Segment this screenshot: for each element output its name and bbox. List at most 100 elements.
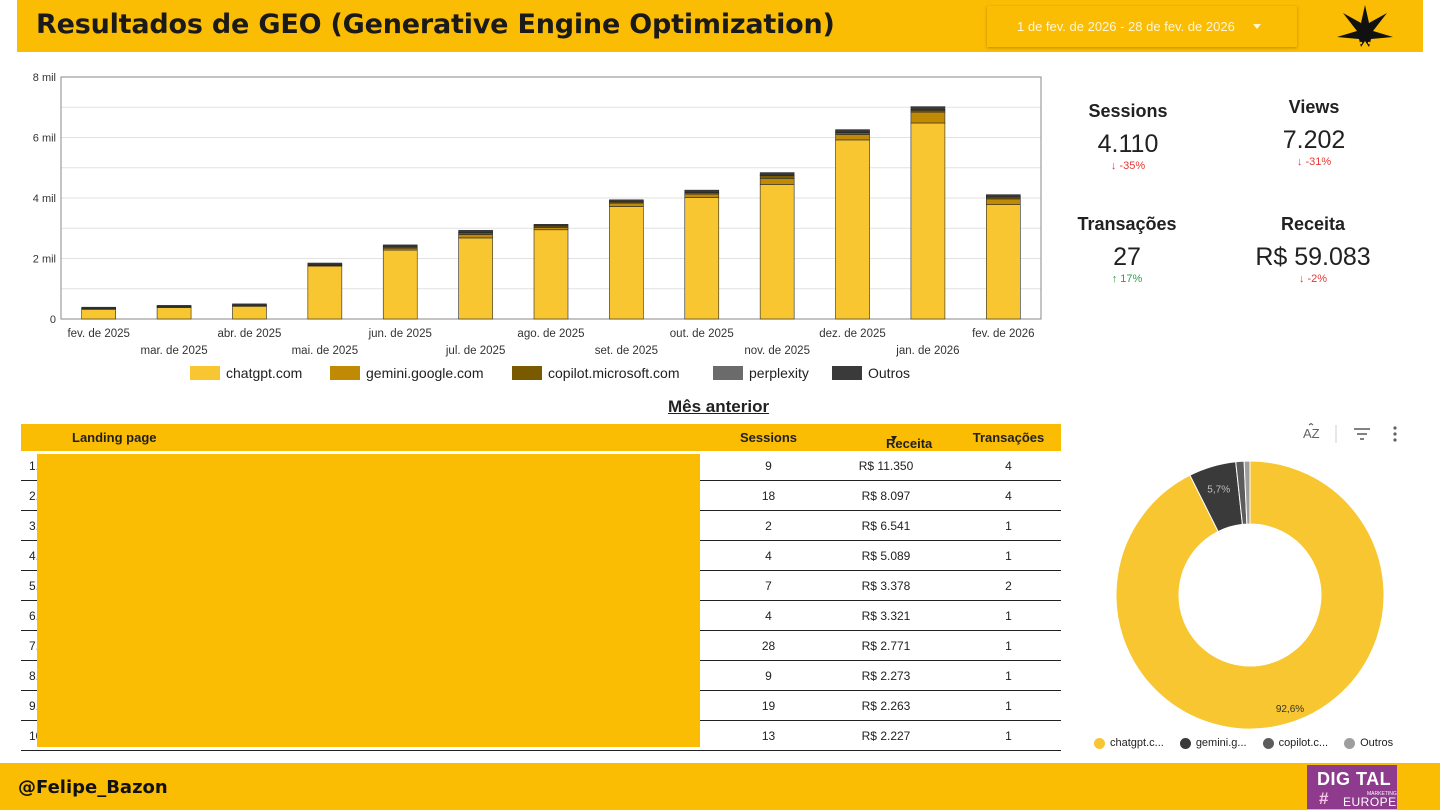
kpi-sessions-value: 4.110 xyxy=(1097,130,1159,158)
redacted-landing-pages xyxy=(37,454,700,747)
logo-line-2: MARKETING xyxy=(1367,791,1397,797)
author-handle: @Felipe_Bazon xyxy=(18,777,168,798)
donut-legend-item: gemini.g... xyxy=(1179,737,1247,749)
bar-segment-outros xyxy=(458,230,493,233)
donut-legend-item: copilot.c... xyxy=(1262,737,1328,749)
row-transacoes: 1 xyxy=(1005,549,1012,563)
bar-segment-outros xyxy=(835,129,870,133)
page-title: Resultados de GEO (Generative Engine Opt… xyxy=(36,9,835,40)
row-transacoes: 1 xyxy=(1005,609,1012,623)
donut-slice[interactable] xyxy=(1115,460,1385,730)
logo-line-3: EUROPE xyxy=(1343,795,1397,809)
kpi-receita: Receita R$ 59.083 ↓ -2% xyxy=(1233,214,1393,285)
donut-slice-label: 5,7% xyxy=(1207,485,1230,496)
kpi-sessions: Sessions 4.110 ↓ -35% xyxy=(1048,101,1208,172)
source-share-donut-chart: 92,6% 5,7% xyxy=(1115,460,1385,730)
x-tick-label: mar. de 2025 xyxy=(141,345,208,357)
legend-dot-icon xyxy=(1179,737,1191,749)
legend-dot-icon xyxy=(1344,737,1356,749)
row-transacoes: 1 xyxy=(1005,639,1012,653)
row-sessions: 19 xyxy=(761,699,776,713)
column-header-transacoes[interactable]: Transações xyxy=(972,430,1045,445)
row-index: 8. xyxy=(29,669,40,683)
donut-legend-item: Outros xyxy=(1344,737,1393,749)
row-receita: R$ 5.089 xyxy=(861,549,911,563)
kpi-views: Views 7.202 ↓ -31% xyxy=(1234,97,1394,168)
row-index: 6. xyxy=(29,609,40,623)
donut-slice-label: 92,6% xyxy=(1276,704,1304,715)
bar-segment-chatgpt-com xyxy=(910,122,946,320)
row-receita: R$ 2.771 xyxy=(861,639,911,653)
sort-az-label: AZ xyxy=(1303,426,1320,441)
x-tick-label: nov. de 2025 xyxy=(744,345,810,357)
legend-swatch xyxy=(512,366,542,380)
donut-legend-label: gemini.g... xyxy=(1195,737,1247,749)
kpi-transacoes-delta: ↑ 17% xyxy=(1047,273,1207,285)
row-receita: R$ 11.350 xyxy=(858,459,914,473)
date-range-value: 1 de fev. de 2026 - 28 de fev. de 2026 xyxy=(1017,19,1235,34)
table-header: Landing page Sessions Receita Transações xyxy=(21,424,1061,451)
sort-descending-icon xyxy=(891,436,897,441)
column-header-sessions[interactable]: Sessions xyxy=(739,430,798,445)
x-tick-label: dez. de 2025 xyxy=(819,328,886,340)
date-range-picker[interactable]: 1 de fev. de 2026 - 28 de fev. de 2026 xyxy=(987,6,1297,47)
bar-segment-outros xyxy=(684,189,720,193)
x-tick-label: ago. de 2025 xyxy=(517,328,584,340)
legend-swatch xyxy=(330,366,360,380)
legend-dot-icon xyxy=(1262,737,1274,749)
column-header-receita-label: Receita xyxy=(886,436,933,451)
row-sessions: 4 xyxy=(765,549,772,563)
kpi-views-delta: ↓ -31% xyxy=(1234,156,1394,168)
row-sessions: 9 xyxy=(765,459,772,473)
kpi-receita-label: Receita xyxy=(1280,214,1346,234)
legend-label: copilot.microsoft.com xyxy=(548,365,679,381)
row-sessions: 13 xyxy=(761,729,776,743)
row-receita: R$ 6.541 xyxy=(861,519,911,533)
legend-swatch xyxy=(190,366,220,380)
bar-segment-chatgpt-com xyxy=(684,197,720,320)
bar-segment-chatgpt-com xyxy=(835,139,870,320)
bar-segment-outros xyxy=(759,172,795,176)
kpi-views-delta-value: -31% xyxy=(1305,156,1332,168)
donut-legend: chatgpt.c... gemini.g... copilot.c... Ou… xyxy=(1094,737,1393,749)
footer-bar: @Felipe_Bazon DIG TAL # MARKETING EUROPE xyxy=(0,763,1440,810)
sort-az-icon[interactable]: AZ xyxy=(1303,423,1320,442)
y-tick-label: 0 xyxy=(50,314,56,326)
bar-segment-outros xyxy=(609,199,644,202)
row-receita: R$ 2.227 xyxy=(861,729,911,743)
bar-segment-outros xyxy=(156,305,192,307)
more-vert-icon[interactable] xyxy=(1393,426,1397,442)
column-header-landing-page[interactable]: Landing page xyxy=(72,430,157,445)
x-tick-label: jan. de 2026 xyxy=(895,345,959,357)
header-bar: Resultados de GEO (Generative Engine Opt… xyxy=(17,0,1423,52)
row-transacoes: 4 xyxy=(1005,459,1012,473)
row-receita: R$ 3.378 xyxy=(861,579,911,593)
y-tick-label: 6 mil xyxy=(33,133,56,145)
bar-segment-gemini-google-com xyxy=(910,111,946,124)
bar-segment-chatgpt-com xyxy=(382,249,418,320)
sessions-by-source-bar-chart: 0 2 mil 4 mil 6 mil 8 mil fev. de 2025 mar. de… xyxy=(20,64,1050,390)
bar-segment-gemini-google-com xyxy=(986,198,1021,205)
row-receita: R$ 8.097 xyxy=(861,489,911,503)
row-index: 1. xyxy=(29,459,40,473)
legend-label: perplexity xyxy=(749,365,809,381)
kpi-sessions-delta-value: -35% xyxy=(1119,160,1146,172)
bar-segment-gemini-google-com xyxy=(759,178,795,185)
donut-slice[interactable] xyxy=(1243,460,1251,525)
bar-segment-outros xyxy=(910,106,946,110)
x-tick-label: abr. de 2025 xyxy=(217,328,281,340)
filter-icon[interactable] xyxy=(1354,428,1370,440)
cannabis-leaf-logo xyxy=(1337,5,1393,47)
row-index: 3. xyxy=(29,519,40,533)
bar-segment-chatgpt-com xyxy=(307,265,343,320)
kpi-receita-value: R$ 59.083 xyxy=(1255,243,1371,271)
donut-legend-item: chatgpt.c... xyxy=(1094,737,1164,749)
kpi-transacoes: Transações 27 ↑ 17% xyxy=(1047,214,1207,285)
kpi-views-label: Views xyxy=(1288,97,1340,117)
kpi-sessions-delta: ↓ -35% xyxy=(1048,160,1208,172)
legend-label: chatgpt.com xyxy=(226,365,302,381)
bar-segment-gemini-google-com xyxy=(533,227,569,231)
bar-segment-outros xyxy=(533,224,569,227)
x-tick-label: jul. de 2025 xyxy=(445,345,505,357)
